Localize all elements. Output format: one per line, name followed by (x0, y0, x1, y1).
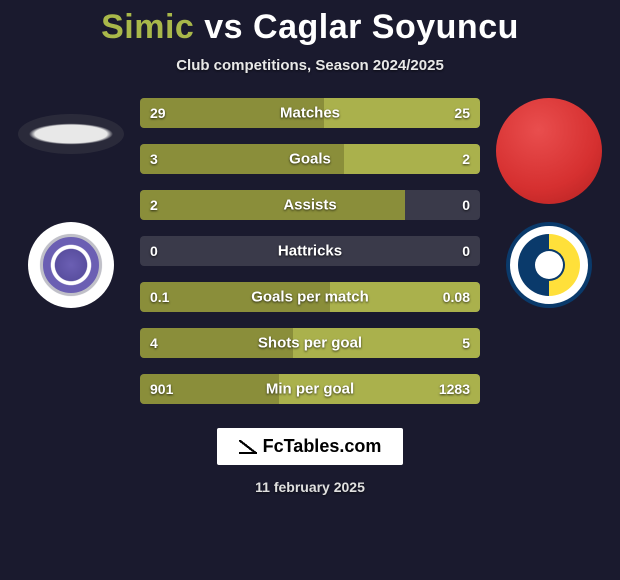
comparison-content: 29 25 Matches 3 2 Goals 2 0 Assists 0 0 Hattricks 0.… (0, 98, 620, 404)
stat-value-left: 0.1 (150, 289, 169, 305)
stat-label: Min per goal (266, 381, 354, 398)
stat-row: 4 5 Shots per goal (140, 328, 480, 358)
stat-value-left: 0 (150, 243, 158, 259)
player1-name: Simic (101, 8, 194, 46)
stat-value-right: 25 (454, 105, 470, 121)
stat-row: 0 0 Hattricks (140, 236, 480, 266)
stat-row: 0.1 0.08 Goals per match (140, 282, 480, 312)
left-column (16, 98, 126, 308)
chart-icon (239, 440, 257, 454)
bar-right (344, 144, 480, 174)
stat-value-left: 3 (150, 151, 158, 167)
stat-row: 901 1283 Min per goal (140, 374, 480, 404)
player1-photo (18, 114, 124, 154)
stats-list: 29 25 Matches 3 2 Goals 2 0 Assists 0 0 Hattricks 0.… (140, 98, 480, 404)
player2-photo (496, 98, 602, 204)
site-logo[interactable]: FcTables.com (217, 428, 404, 465)
bar-left (140, 190, 405, 220)
stat-label: Goals per match (251, 289, 369, 306)
player1-club-logo (28, 222, 114, 308)
stat-value-left: 4 (150, 335, 158, 351)
stat-value-left: 2 (150, 197, 158, 213)
site-name: FcTables.com (263, 436, 382, 457)
stat-value-left: 29 (150, 105, 166, 121)
subtitle: Club competitions, Season 2024/2025 (176, 57, 444, 74)
stat-label: Hattricks (278, 243, 342, 260)
stat-label: Assists (283, 197, 336, 214)
stat-value-right: 0 (462, 243, 470, 259)
stat-label: Goals (289, 151, 331, 168)
player2-name: Caglar Soyuncu (253, 8, 519, 46)
stat-row: 2 0 Assists (140, 190, 480, 220)
stat-value-right: 2 (462, 151, 470, 167)
stat-value-right: 5 (462, 335, 470, 351)
vs-text: vs (204, 8, 243, 46)
stat-value-right: 0.08 (443, 289, 470, 305)
comparison-title: Simic vs Caglar Soyuncu (101, 8, 519, 47)
stat-row: 29 25 Matches (140, 98, 480, 128)
stat-value-right: 1283 (439, 381, 470, 397)
stat-value-left: 901 (150, 381, 173, 397)
stat-row: 3 2 Goals (140, 144, 480, 174)
player2-club-logo (506, 222, 592, 308)
stat-label: Shots per goal (258, 335, 362, 352)
stat-value-right: 0 (462, 197, 470, 213)
right-column (494, 98, 604, 308)
date-label: 11 february 2025 (255, 479, 365, 495)
stat-label: Matches (280, 105, 340, 122)
